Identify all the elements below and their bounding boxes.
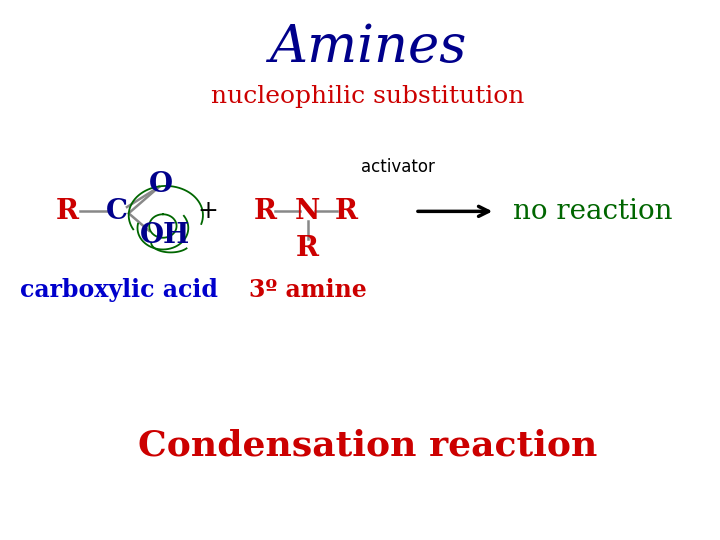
Text: 3º amine: 3º amine: [248, 278, 366, 301]
Text: +: +: [197, 199, 218, 224]
Text: R: R: [254, 198, 277, 225]
Text: R: R: [55, 198, 78, 225]
Text: Condensation reaction: Condensation reaction: [138, 429, 598, 463]
Text: OH: OH: [140, 222, 190, 249]
Text: activator: activator: [361, 158, 434, 177]
Text: carboxylic acid: carboxylic acid: [20, 278, 218, 301]
Text: O: O: [149, 172, 173, 199]
Text: Amines: Amines: [269, 22, 467, 73]
Text: N: N: [295, 198, 320, 225]
Text: R: R: [335, 198, 358, 225]
Text: nucleophilic substitution: nucleophilic substitution: [212, 85, 525, 107]
Text: no reaction: no reaction: [513, 198, 672, 225]
Text: R: R: [296, 235, 319, 262]
Text: C: C: [106, 198, 128, 225]
